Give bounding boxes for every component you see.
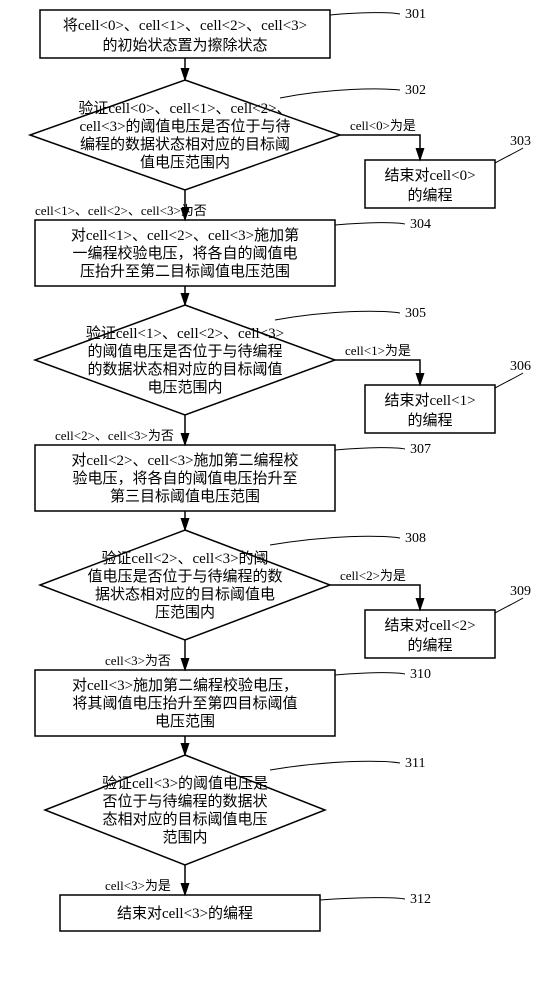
ref-310: 310 — [410, 667, 431, 682]
ref-302: 302 — [405, 83, 426, 98]
node-310-line1: 对cell<3>施加第二编程校验电压， — [72, 676, 298, 694]
node-308-line4: 压范围内 — [155, 604, 215, 621]
node-309-line2: 的编程 — [407, 637, 452, 654]
node-305-line2: 的阈值电压是否位于与待编程 — [87, 343, 282, 360]
ref-leader-307 — [335, 448, 405, 450]
node-312: 结束对cell<3>的编程 — [60, 895, 320, 931]
node-306: 结束对cell<1> 的编程 — [365, 385, 495, 433]
node-311-line2: 否位于与待编程的数据状 — [102, 793, 267, 810]
edge-311-312-label: cell<3>为是 — [105, 878, 171, 893]
ref-312: 312 — [410, 892, 431, 907]
ref-leader-305 — [275, 311, 400, 320]
ref-leader-302 — [280, 89, 400, 98]
node-312-line1: 结束对cell<3>的编程 — [117, 905, 253, 922]
node-308-line1: 验证cell<2>、cell<3>的阈 — [101, 550, 268, 567]
ref-308: 308 — [405, 531, 426, 546]
node-307-line3: 第三目标阈值电压范围 — [110, 487, 260, 505]
node-309-line1: 结束对cell<2> — [384, 617, 475, 634]
node-303-line2: 的编程 — [407, 187, 452, 204]
node-302-line3: 编程的数据状态相对应的目标阈 — [80, 135, 290, 153]
node-301-line1: 将cell<0>、cell<1>、cell<2>、cell<3> — [63, 17, 307, 34]
node-304-line2: 一编程校验电压，将各自的阈值电 — [72, 245, 297, 262]
node-311-line4: 范围内 — [162, 829, 207, 846]
ref-leader-309 — [495, 598, 523, 613]
edge-305-306-label: cell<1>为是 — [345, 343, 411, 358]
ref-311: 311 — [405, 756, 425, 771]
node-307-line1: 对cell<2>、cell<3>施加第二编程校 — [71, 451, 298, 469]
ref-leader-312 — [320, 898, 405, 900]
ref-leader-311 — [270, 761, 400, 770]
ref-304: 304 — [410, 217, 431, 232]
edge-302-303-label: cell<0>为是 — [350, 118, 416, 133]
node-304-line3: 压抬升至第二目标阈值电压范围 — [80, 262, 290, 280]
node-302-line4: 值电压范围内 — [140, 154, 230, 171]
ref-307: 307 — [410, 442, 431, 457]
flowchart-diagram: 将cell<0>、cell<1>、cell<2>、cell<3> 的初始状态置为… — [0, 0, 551, 1000]
node-305-line4: 电压范围内 — [147, 379, 222, 396]
ref-leader-306 — [495, 373, 523, 388]
node-303: 结束对cell<0> 的编程 — [365, 160, 495, 208]
node-308: 验证cell<2>、cell<3>的阈 值电压是否位于与待编程的数 据状态相对应… — [40, 530, 330, 640]
edge-302-304-label: cell<1>、cell<2>、cell<3>为否 — [35, 203, 207, 218]
edge-305-306: cell<1>为是 — [335, 343, 420, 385]
node-303-line1: 结束对cell<0> — [384, 167, 475, 184]
edge-302-303: cell<0>为是 — [340, 118, 420, 160]
node-308-line2: 值电压是否位于与待编程的数 — [87, 568, 282, 585]
node-311: 验证cell<3>的阈值电压是 否位于与待编程的数据状 态相对应的目标阈值电压 … — [45, 755, 325, 865]
ref-leader-308 — [270, 536, 400, 545]
node-308-line3: 据状态相对应的目标阈值电 — [95, 585, 275, 603]
ref-leader-304 — [335, 223, 405, 225]
node-304-line1: 对cell<1>、cell<2>、cell<3>施加第 — [71, 226, 299, 244]
node-305-line3: 的数据状态相对应的目标阈值 — [87, 360, 282, 378]
node-310-line2: 将其阈值电压抬升至第四目标阈值 — [72, 694, 297, 712]
ref-leader-303 — [495, 148, 523, 163]
node-311-line3: 态相对应的目标阈值电压 — [102, 810, 267, 828]
ref-309: 309 — [510, 584, 531, 599]
ref-leader-301 — [330, 13, 400, 15]
node-307: 对cell<2>、cell<3>施加第二编程校 验电压，将各自的阈值电压抬升至 … — [35, 445, 335, 511]
edge-305-307-label: cell<2>、cell<3>为否 — [55, 428, 174, 443]
ref-301: 301 — [405, 7, 426, 22]
node-302-line1: 验证cell<0>、cell<1>、cell<2>、 — [78, 100, 291, 117]
node-304: 对cell<1>、cell<2>、cell<3>施加第 一编程校验电压，将各自的… — [35, 220, 335, 286]
node-301: 将cell<0>、cell<1>、cell<2>、cell<3> 的初始状态置为… — [40, 10, 330, 58]
edge-308-310-label: cell<3>为否 — [105, 653, 171, 668]
ref-306: 306 — [510, 359, 531, 374]
node-306-line1: 结束对cell<1> — [384, 392, 475, 409]
node-311-line1: 验证cell<3>的阈值电压是 — [102, 775, 268, 792]
node-306-line2: 的编程 — [407, 412, 452, 429]
edge-308-309-label: cell<2>为是 — [340, 568, 406, 583]
node-310-line3: 电压范围 — [155, 713, 215, 730]
edge-308-309: cell<2>为是 — [330, 568, 420, 610]
ref-303: 303 — [510, 134, 531, 149]
ref-leader-310 — [335, 673, 405, 675]
node-309: 结束对cell<2> 的编程 — [365, 610, 495, 658]
node-302: 验证cell<0>、cell<1>、cell<2>、 cell<3>的阈值电压是… — [30, 80, 340, 190]
node-305: 验证cell<1>、cell<2>、cell<3> 的阈值电压是否位于与待编程 … — [35, 305, 335, 415]
node-305-line1: 验证cell<1>、cell<2>、cell<3> — [86, 325, 284, 342]
node-307-line2: 验电压，将各自的阈值电压抬升至 — [72, 470, 297, 487]
node-310: 对cell<3>施加第二编程校验电压， 将其阈值电压抬升至第四目标阈值 电压范围 — [35, 670, 335, 736]
node-301-line2: 的初始状态置为擦除状态 — [102, 37, 267, 54]
ref-305: 305 — [405, 306, 426, 321]
node-302-line2: cell<3>的阈值电压是否位于与待 — [79, 118, 290, 135]
